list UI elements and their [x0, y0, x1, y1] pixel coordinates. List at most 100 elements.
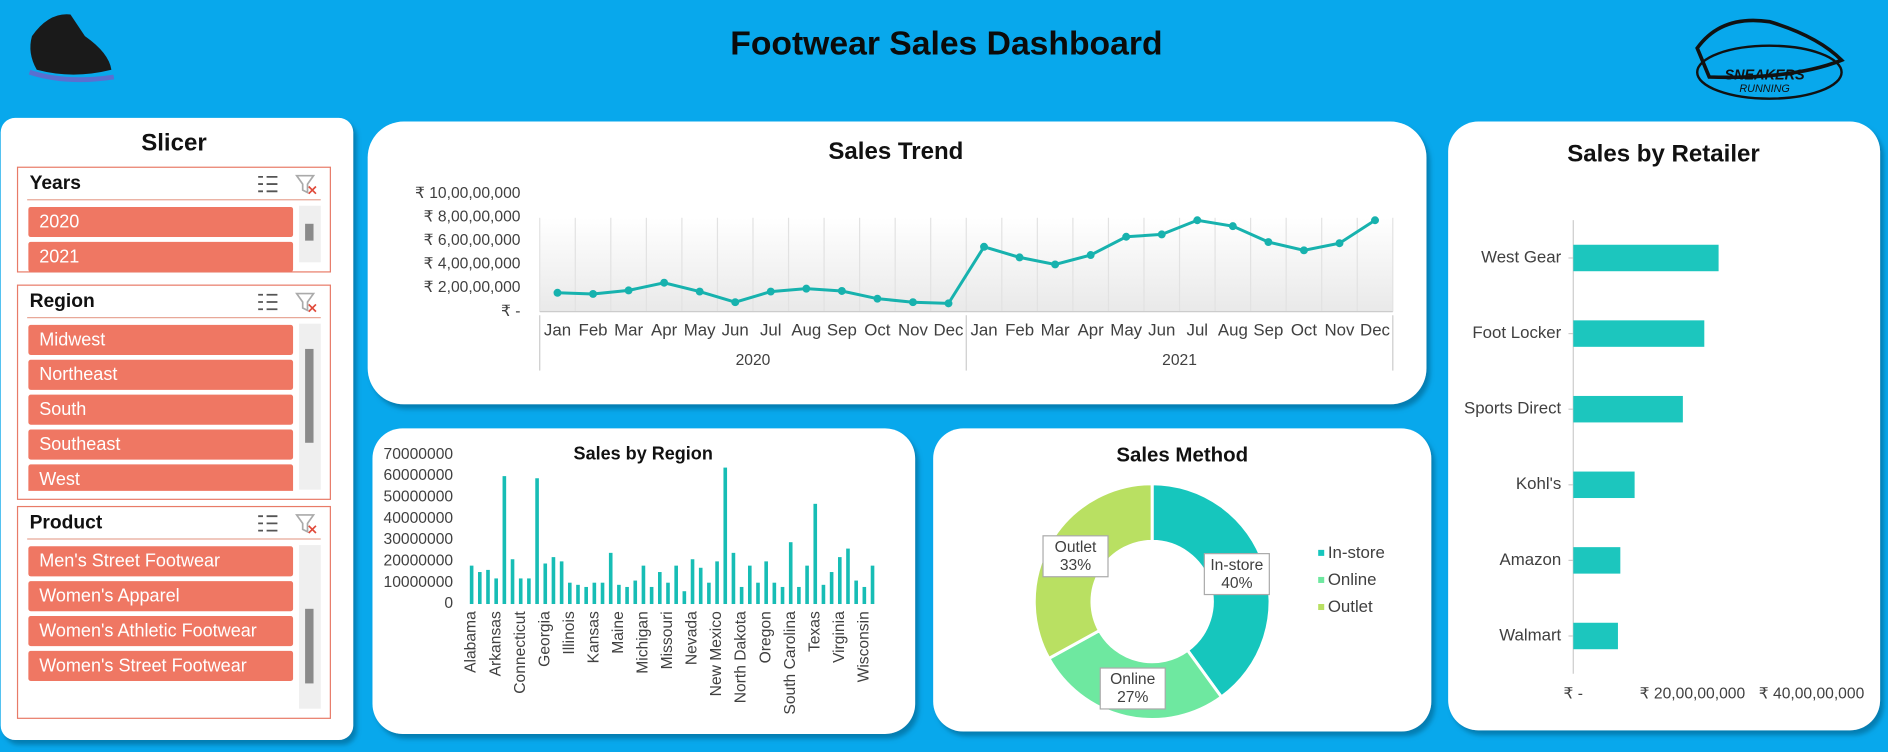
y-tick-label: ₹ 4,00,00,000 [424, 256, 521, 273]
slicer-item-bg[interactable] [28, 394, 294, 425]
slicer-item-bg[interactable] [28, 324, 294, 355]
multi-select-button[interactable] [258, 293, 278, 311]
filter-name: Region [30, 291, 95, 312]
bar [535, 478, 539, 605]
data-point [553, 288, 562, 297]
clear-filter-icon [295, 514, 316, 534]
bar [747, 565, 752, 605]
slicer-item[interactable]: Southeast [28, 429, 294, 460]
x-tick-label: Missouri [659, 611, 676, 669]
filter-items: Midwest Northeast South Southeast West [28, 324, 294, 494]
slicer-item[interactable]: 2021 [28, 241, 294, 272]
x-tick-label: Maine [610, 611, 627, 654]
clear-filter-button[interactable] [295, 292, 317, 313]
data-point [944, 299, 953, 308]
bar [527, 578, 531, 605]
x-tick-label: Sep [1253, 320, 1283, 339]
multi-select-button[interactable] [258, 515, 278, 532]
x-tick-label: ₹ 40,00,00,000 [1759, 685, 1865, 702]
data-point [1122, 232, 1131, 241]
filter-items: 2020 2021 [28, 206, 294, 272]
retailer-panel [1448, 121, 1881, 731]
bar [739, 586, 744, 605]
x-tick-label: Texas [806, 611, 823, 652]
y-tick-label: 10000000 [384, 574, 454, 591]
slicer-item[interactable]: Women's Street Footwear [28, 650, 294, 682]
slicer-item[interactable]: 2020 [28, 206, 294, 238]
clear-filter-button[interactable] [295, 514, 317, 534]
x-tick-label: May [684, 320, 716, 339]
slicer-item[interactable]: Women's Athletic Footwear [28, 616, 294, 647]
bar [870, 565, 875, 605]
slicer-item[interactable]: Midwest [28, 324, 294, 355]
legend-swatch [1318, 549, 1325, 556]
slicer-item-label[interactable]: Midwest [39, 329, 105, 349]
x-tick-label: Jun [722, 320, 749, 339]
filter-items: Men's Street Footwear Women's Apparel Wome… [28, 546, 294, 682]
data-point [1299, 246, 1308, 255]
slicer-item-label[interactable]: West [39, 469, 80, 489]
slicer-item-bg[interactable] [28, 546, 294, 577]
slicer-item-bg[interactable] [28, 464, 294, 494]
clear-filter-button[interactable] [295, 174, 317, 195]
data-point [731, 298, 740, 307]
slicer-item-label[interactable]: 2021 [39, 246, 79, 266]
filter-box [16, 505, 331, 719]
pie-slice [1150, 482, 1272, 700]
slicer-item-bg[interactable] [28, 359, 294, 390]
legend-label: In-store [1328, 543, 1385, 562]
slicer-item-label[interactable]: Women's Street Footwear [39, 655, 247, 675]
scroll-thumb[interactable] [305, 348, 314, 443]
multi-select-icon [258, 175, 278, 193]
data-point [1371, 216, 1379, 225]
slicer-item-label[interactable]: Women's Athletic Footwear [39, 620, 257, 640]
slicer-item-label[interactable]: Women's Apparel [39, 586, 179, 606]
slicer-item-bg[interactable] [28, 241, 294, 272]
x-tick-label: Oregon [757, 611, 774, 663]
slicer-item-bg[interactable] [28, 581, 294, 612]
slicer-item-label[interactable]: South [39, 399, 86, 419]
slicer-item[interactable]: Northeast [28, 359, 294, 390]
data-label-box [1042, 535, 1109, 578]
slicer-item[interactable]: West [28, 464, 294, 494]
y-tick-label: West Gear [1481, 247, 1562, 266]
slicer-item[interactable]: South [28, 394, 294, 425]
x-tick-label: Aug [791, 320, 821, 339]
y-tick-label: 40000000 [384, 510, 454, 527]
y-tick-label: ₹ - [501, 303, 521, 320]
scroll-thumb[interactable] [305, 608, 314, 684]
y-tick-label: 20000000 [384, 553, 454, 570]
bar [690, 559, 695, 605]
bar [469, 565, 474, 605]
x-tick-label: Jul [760, 320, 782, 339]
data-point [1264, 238, 1273, 247]
slicer-item-label[interactable]: Northeast [39, 364, 117, 384]
bar [543, 563, 548, 605]
bar [617, 584, 621, 605]
bar [666, 582, 670, 605]
data-point [802, 284, 811, 293]
x-tick-label: Jun [1148, 320, 1175, 339]
scroll-thumb[interactable] [305, 223, 314, 241]
legend-label: Outlet [1328, 597, 1373, 616]
slicer-item[interactable]: Men's Street Footwear [28, 546, 294, 577]
filter-name: Years [30, 173, 81, 194]
x-tick-label: Dec [934, 320, 964, 339]
slicer-item-bg[interactable] [28, 429, 294, 460]
logo: SNEAKERS RUNNING [1695, 18, 1845, 100]
slicer-item-bg[interactable] [28, 650, 294, 682]
bar [494, 578, 498, 605]
group-label: 2021 [1162, 352, 1197, 369]
bar [486, 569, 490, 605]
slicer-item[interactable]: Women's Apparel [28, 581, 294, 612]
slicer-item-label[interactable]: Men's Street Footwear [39, 551, 220, 571]
group-label: 2020 [736, 352, 771, 369]
slicer-item-label[interactable]: Southeast [39, 434, 120, 454]
slicer-item-bg[interactable] [28, 206, 294, 238]
multi-select-button[interactable] [258, 175, 278, 193]
clear-x [308, 185, 317, 195]
slicer-item-bg[interactable] [28, 616, 294, 647]
slicer-item-label[interactable]: 2020 [39, 211, 79, 231]
x-tick-label: Arkansas [487, 611, 504, 676]
x-tick-label: Feb [579, 320, 608, 339]
